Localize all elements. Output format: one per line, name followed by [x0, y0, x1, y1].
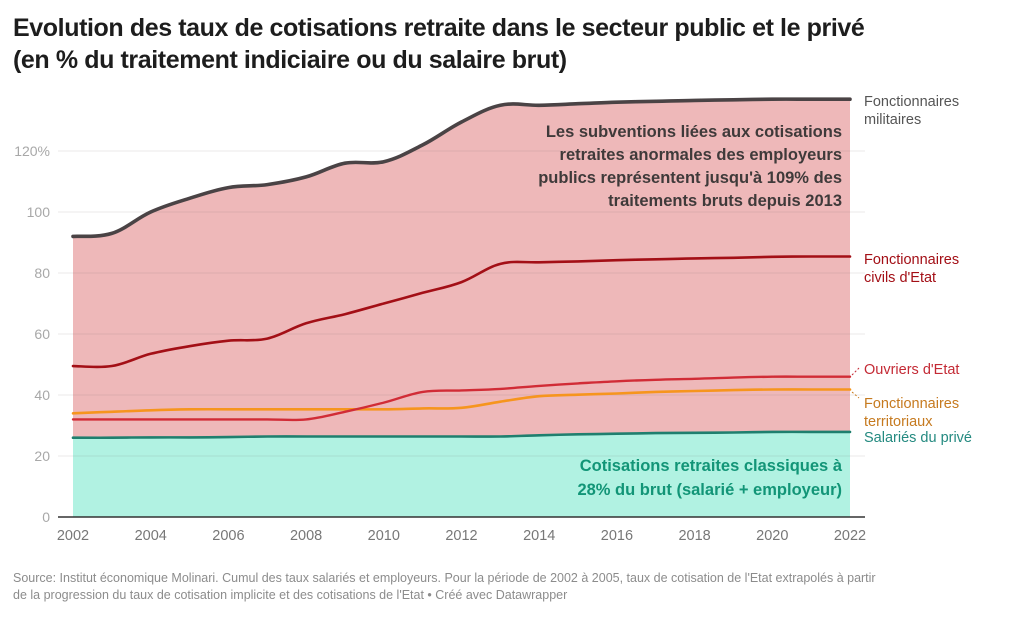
series-labels: Fonctionnaires militaires Fonctionnaires ci… [851, 94, 972, 446]
series-label: territoriaux [864, 414, 933, 430]
area-fill-0 [73, 99, 850, 517]
annotation-subsidies: retraites anormales des employeurs [560, 146, 842, 164]
series-line-2 [71, 375, 852, 422]
chart-title-line-2: (en % du traitement indiciaire ou du sal… [13, 46, 567, 74]
chart-title: Evolution des taux de cotisations retrai… [13, 12, 1013, 76]
series-label: civils d'Etat [864, 270, 936, 286]
axes: 0 20 40 60 80 100 120% 2002 2004 2006 2008 2010 2012… [14, 143, 866, 544]
y-tick-label: 100 [27, 204, 51, 220]
series-line-0 [71, 97, 852, 239]
x-tick-label: 2010 [368, 528, 400, 544]
series-label: Ouvriers d'Etat [864, 362, 959, 378]
x-tick-label: 2008 [290, 528, 322, 544]
annotation-subsidies: traitements bruts depuis 2013 [608, 192, 842, 210]
series-label: Salariés du privé [864, 430, 972, 446]
series-line-1 [71, 255, 852, 369]
series-line-4 [71, 430, 852, 440]
x-tick-label: 2002 [57, 528, 89, 544]
source-note-line-1: Source: Institut économique Molinari. Cu… [13, 571, 876, 585]
series-label: militaires [864, 112, 921, 128]
y-tick-label: 40 [34, 387, 50, 403]
x-tick-label: 2004 [135, 528, 167, 544]
y-tick-label: 60 [34, 326, 50, 342]
series-label: Fonctionnaires [864, 396, 959, 412]
label-connector [851, 391, 860, 399]
grid-lines [58, 150, 865, 457]
y-tick-label: 80 [34, 265, 50, 281]
x-tick-label: 2020 [756, 528, 788, 544]
annotation-classic: 28% du brut (salarié + employeur) [577, 481, 842, 499]
x-tick-label: 2006 [212, 528, 244, 544]
area-fills [73, 99, 850, 517]
x-tick-label: 2016 [601, 528, 633, 544]
annotation-subsidies: publics représentent jusqu'à 109% des [538, 169, 842, 187]
x-tick-label: 2012 [445, 528, 477, 544]
annotations: Les subventions liées aux cotisations ret… [538, 123, 843, 499]
source-note-line-2: de la progression du taux de cotisation … [13, 588, 568, 602]
annotation-subsidies: Les subventions liées aux cotisations [546, 123, 842, 141]
series-label: Fonctionnaires [864, 94, 959, 110]
area-fill-4 [73, 431, 850, 517]
y-tick-label: 0 [42, 509, 50, 525]
annotation-classic: Cotisations retraites classiques à [580, 457, 843, 475]
chart-title-line-1: Evolution des taux de cotisations retrai… [13, 14, 865, 42]
y-tick-label: 20 [34, 448, 50, 464]
series-label: Fonctionnaires [864, 252, 959, 268]
series-lines [71, 97, 852, 440]
x-tick-label: 2018 [678, 528, 710, 544]
series-line-3 [71, 388, 852, 415]
y-tick-label: 120% [14, 143, 50, 159]
x-tick-label: 2022 [834, 528, 866, 544]
source-note: Source: Institut économique Molinari. Cu… [13, 570, 1013, 604]
x-tick-label: 2014 [523, 528, 555, 544]
label-connector [851, 367, 860, 376]
